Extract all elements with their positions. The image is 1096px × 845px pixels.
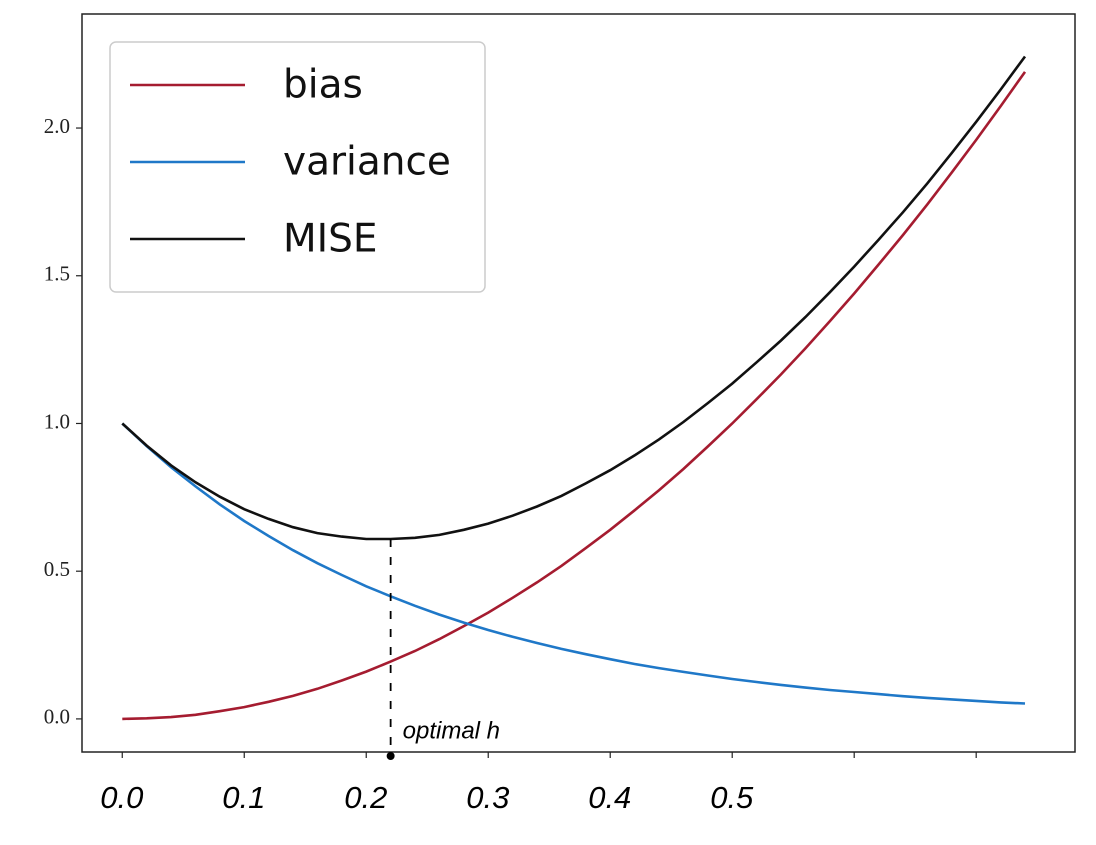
x-tick-label: 0.1 <box>222 780 265 815</box>
x-tick-label: 0.5 <box>710 780 754 815</box>
y-tick-label: 2.0 <box>44 114 70 138</box>
legend-label: variance <box>283 140 451 185</box>
y-tick-label: 1.0 <box>44 409 70 433</box>
line-variance <box>121 422 1026 705</box>
legend-box <box>109 41 486 293</box>
annotation-text: optimal h <box>403 717 500 744</box>
x-tick-label: 0.3 <box>466 780 509 815</box>
annotation-dot <box>386 752 395 760</box>
line-mise <box>121 55 1027 541</box>
y-tick-label: 0.0 <box>44 705 70 729</box>
x-tick-label: 0.0 <box>100 780 143 815</box>
plot-frame <box>81 13 1076 753</box>
legend-label: bias <box>283 63 363 108</box>
x-tick-label: 0.4 <box>588 780 631 815</box>
legend-label: MISE <box>283 217 378 262</box>
line-bias <box>122 71 1027 721</box>
y-tick-label: 0.5 <box>44 557 70 581</box>
y-tick-label: 1.5 <box>44 262 70 286</box>
x-tick-label: 0.2 <box>344 780 387 815</box>
